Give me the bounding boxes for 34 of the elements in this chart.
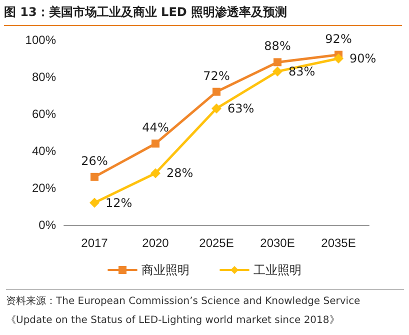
data-label: 44% <box>142 120 169 135</box>
text: 资料来源：The European Commission’s Science and Knowledge Service《Update on the Status of LED-Lighting world market since 2018》 <box>6 289 404 330</box>
point <box>90 172 98 181</box>
data-label: 72% <box>203 68 230 83</box>
data-label: 63% <box>228 101 254 116</box>
y-tick-label: 40% <box>32 144 56 158</box>
x-tick-label: 2025E <box>199 236 234 250</box>
point <box>150 168 160 178</box>
y-tick-label: 60% <box>32 107 56 121</box>
data-label: 26% <box>81 154 108 168</box>
point <box>152 140 160 148</box>
point <box>334 54 344 64</box>
point <box>212 103 222 114</box>
x-tick-label: 2017 <box>81 236 108 250</box>
x-tick-label: 2020 <box>142 236 170 250</box>
data-label: 28% <box>166 166 194 180</box>
x-tick-label: 2030E <box>260 236 295 250</box>
y-tick-label: 80% <box>32 70 56 84</box>
data-label: 83% <box>288 64 316 78</box>
data-label: 12% <box>106 196 132 210</box>
point <box>274 58 282 66</box>
legend-label: 商业照明 <box>142 263 190 277</box>
legend-label: 工业照明 <box>254 263 302 277</box>
chart-title: 图 13：美国市场工业及商业 LED 照明渗透率及预测 <box>4 4 402 26</box>
data-label: 90% <box>350 52 376 66</box>
point <box>90 198 100 208</box>
point <box>272 66 282 76</box>
point <box>212 88 220 96</box>
y-tick-label: 0% <box>38 218 56 232</box>
data-label: 88% <box>264 39 291 54</box>
y-tick-label: 100% <box>25 33 56 47</box>
data-label: 92% <box>325 32 352 46</box>
y-tick-label: 20% <box>32 181 56 195</box>
x-tick-label: 2035E <box>321 236 356 250</box>
